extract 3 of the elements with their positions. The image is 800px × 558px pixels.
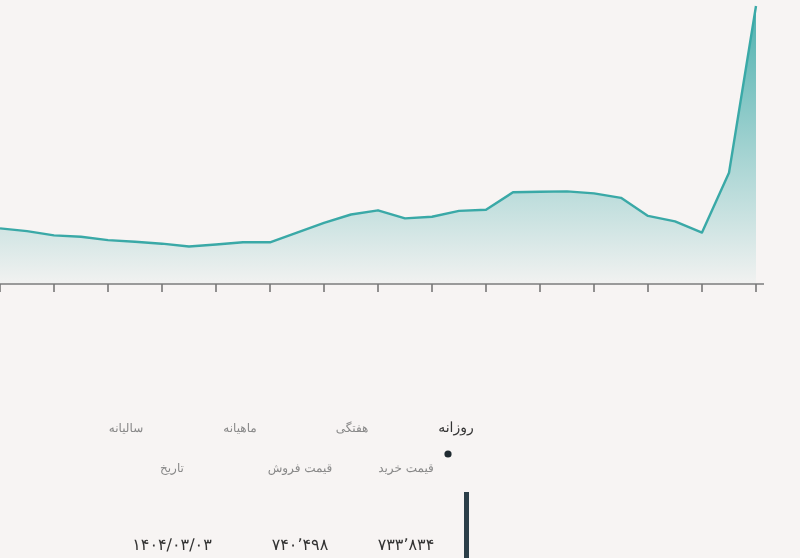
text: ۱۴۰۴/۰۳/۰۳	[132, 536, 214, 554]
text: ۷۴۰٬۴۹۸	[271, 536, 330, 554]
text: ۷۳۳٬۸۳۴	[377, 536, 435, 554]
